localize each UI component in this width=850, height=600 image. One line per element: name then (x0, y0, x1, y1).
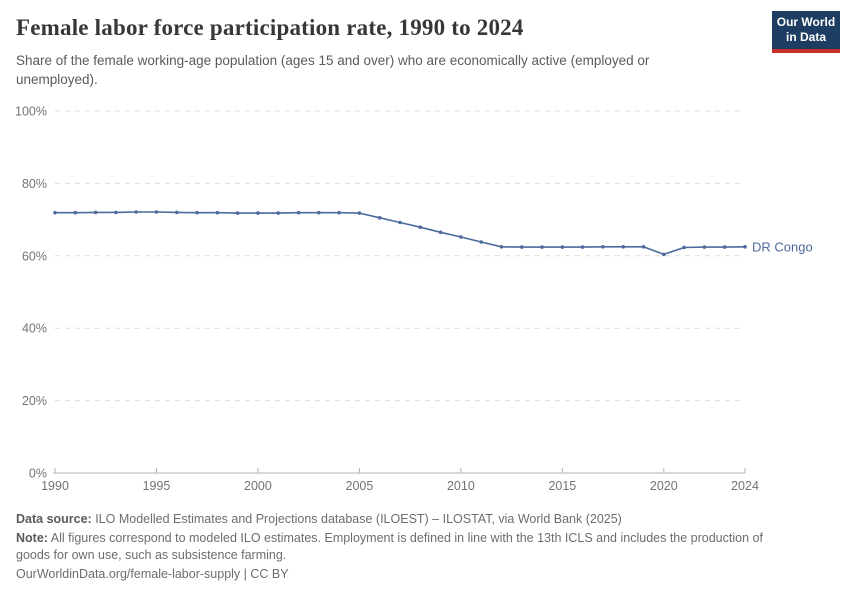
data-point[interactable] (296, 210, 301, 215)
data-source-label: Data source: (16, 512, 92, 526)
x-tick-label: 1995 (143, 479, 171, 493)
owid-logo-accent-bar (772, 49, 840, 53)
data-point[interactable] (317, 210, 321, 215)
data-point[interactable] (256, 211, 260, 215)
data-point[interactable] (682, 245, 686, 250)
data-point[interactable] (540, 245, 544, 249)
x-tick-label: 1990 (41, 479, 69, 493)
data-point[interactable] (235, 211, 240, 215)
owid-logo[interactable]: Our World in Data (772, 11, 840, 53)
y-tick-label: 80% (22, 177, 47, 191)
data-point[interactable] (154, 210, 159, 214)
data-point[interactable] (580, 245, 585, 249)
y-tick-label: 100% (15, 105, 47, 119)
owid-logo-line2: in Data (785, 30, 826, 44)
data-source-text: ILO Modelled Estimates and Projections d… (91, 512, 622, 526)
x-tick-label: 2015 (548, 479, 576, 493)
series-label[interactable]: DR Congo (752, 239, 813, 254)
data-point[interactable] (459, 235, 463, 239)
line-chart: 0% 20% 40% 60% 80% 100% 1990 1995 2000 2005 2010 20… (15, 105, 813, 494)
data-point[interactable] (621, 245, 625, 249)
data-source-line: Data source: ILO Modelled Estimates and … (16, 511, 816, 528)
x-tick-label: 2020 (650, 479, 678, 493)
data-point[interactable] (560, 245, 565, 249)
series-line[interactable] (54, 211, 746, 256)
citation-url[interactable]: OurWorldinData.org/female-labor-supply |… (16, 567, 289, 581)
data-point[interactable] (438, 230, 443, 235)
x-tick-label: 2005 (346, 479, 374, 493)
data-point[interactable] (722, 245, 727, 249)
data-point[interactable] (520, 245, 524, 249)
y-gridlines (55, 110, 745, 402)
owid-logo-text: Our World in Data (772, 11, 840, 49)
data-point[interactable] (215, 210, 220, 215)
y-tick-label: 60% (22, 249, 47, 263)
page-title: Female labor force participation rate, 1… (16, 15, 524, 40)
data-point[interactable] (479, 240, 484, 244)
data-point[interactable] (377, 216, 382, 220)
data-point[interactable] (73, 210, 78, 215)
data-point[interactable] (175, 210, 179, 215)
x-tick-label: 2024 (731, 479, 759, 493)
data-point[interactable] (743, 245, 747, 249)
data-point[interactable] (276, 211, 281, 215)
data-point[interactable] (195, 210, 199, 215)
owid-logo-line1: Our World (776, 15, 836, 29)
data-point[interactable] (499, 245, 504, 249)
data-point[interactable] (114, 210, 118, 215)
note-line: Note: All figures correspond to modeled … (16, 530, 791, 563)
data-point[interactable] (641, 245, 646, 249)
data-point[interactable] (53, 210, 57, 215)
chart-subtitle: Share of the female working-age populati… (16, 53, 650, 87)
x-tick-label: 2000 (244, 479, 272, 493)
y-tick-label: 20% (22, 394, 47, 408)
data-point[interactable] (337, 210, 341, 215)
data-point[interactable] (357, 211, 362, 215)
note-text: All figures correspond to modeled ILO es… (16, 531, 763, 562)
data-point[interactable] (418, 225, 423, 229)
data-point[interactable] (93, 210, 98, 215)
y-tick-label: 40% (22, 322, 47, 336)
y-tick-label: 0% (29, 467, 47, 481)
note-label: Note: (16, 531, 48, 545)
data-point[interactable] (702, 245, 707, 249)
x-axis: 1990 1995 2000 2005 2010 2015 2020 2024 (41, 468, 759, 493)
data-point[interactable] (134, 210, 138, 214)
x-tick-label: 2010 (447, 479, 475, 493)
y-axis-labels: 0% 20% 40% 60% 80% 100% (15, 105, 47, 481)
data-point[interactable] (398, 220, 402, 225)
data-point[interactable] (662, 252, 666, 257)
data-point[interactable] (601, 245, 605, 249)
series-dr-congo[interactable]: DR Congo (53, 210, 813, 257)
